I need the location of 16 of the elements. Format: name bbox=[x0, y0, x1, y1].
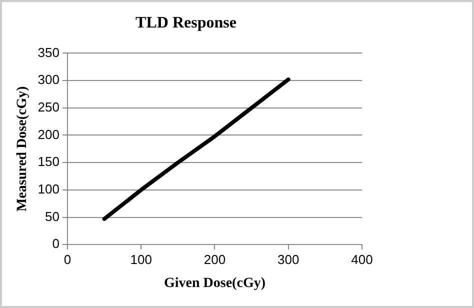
y-axis-title: Measured Dose(cGy) bbox=[15, 86, 30, 212]
x-tick-label: 300 bbox=[278, 252, 300, 267]
x-axis-title: Given Dose(cGy) bbox=[164, 276, 266, 292]
y-tick-label: 0 bbox=[52, 236, 60, 252]
x-tick-label: 400 bbox=[351, 252, 373, 267]
y-tick-label: 250 bbox=[38, 99, 60, 114]
x-tick-label: 100 bbox=[130, 252, 152, 267]
y-tick-label: 100 bbox=[38, 181, 60, 196]
y-tick-label: 350 bbox=[38, 44, 60, 60]
x-tick-label: 0 bbox=[64, 252, 72, 267]
chart-title: TLD Response bbox=[136, 14, 236, 32]
x-tick-label: 200 bbox=[204, 252, 226, 267]
y-tick-label: 150 bbox=[38, 154, 60, 170]
y-tick-label: 300 bbox=[38, 72, 60, 88]
y-tick-label: 200 bbox=[38, 126, 60, 142]
y-tick-label: 50 bbox=[45, 208, 60, 224]
